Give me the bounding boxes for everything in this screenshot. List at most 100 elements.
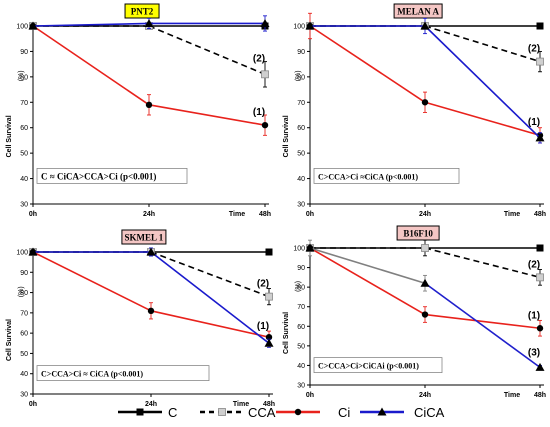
y-tick-label: 40 <box>20 176 28 183</box>
y-tick-label: 50 <box>297 343 305 350</box>
y-axis-label: Cell Survival <box>6 319 13 361</box>
y-axis-label: Cell Survival <box>283 115 290 157</box>
legend-entry-c: C <box>118 405 177 420</box>
series-annotation: (2) <box>528 43 540 54</box>
y-tick-label: 70 <box>297 100 305 107</box>
data-point-cca <box>536 57 544 66</box>
y-axis-unit: (%) <box>18 286 25 297</box>
legend-marker-cica <box>377 407 387 416</box>
stat-box <box>36 365 210 382</box>
data-point-cca <box>536 273 544 282</box>
stat-box <box>36 167 188 184</box>
y-tick-label: 40 <box>297 363 305 370</box>
x-tick-label: 0h <box>306 211 314 218</box>
y-tick-label: 90 <box>297 265 305 272</box>
series-line-ci <box>424 313 541 330</box>
series-cica <box>28 247 274 348</box>
series-line-ci <box>150 310 270 338</box>
y-axis-unit: (%) <box>18 70 25 81</box>
x-time-label: Time <box>229 211 245 218</box>
data-point-cica <box>264 338 274 347</box>
series-annotation: (2) <box>253 54 265 65</box>
data-point-ci <box>421 311 429 318</box>
data-point-ci <box>147 307 155 315</box>
data-point-c <box>536 244 544 252</box>
data-point-cica <box>305 21 315 30</box>
y-tick-label: 80 <box>20 290 28 297</box>
series-line-ci <box>32 251 152 312</box>
legend-entry-cca: CCA <box>200 405 276 420</box>
series-annotation: (1) <box>257 321 269 332</box>
panel-title-box <box>393 3 443 19</box>
series-line-cica <box>32 22 150 27</box>
stat-box <box>313 357 443 374</box>
y-tick-label: 70 <box>20 310 28 317</box>
data-point-cica <box>535 362 545 371</box>
x-tick-label: 0h <box>29 211 37 218</box>
y-tick-label: 90 <box>20 49 28 56</box>
data-point-cca <box>265 292 273 301</box>
panel-title: MELAN A <box>397 7 439 17</box>
data-point-cica <box>420 278 430 287</box>
data-point-c <box>536 22 544 30</box>
y-tick-label: 30 <box>20 202 28 209</box>
stat-box <box>313 167 460 184</box>
y-tick-label: 30 <box>297 202 305 209</box>
x-tick-label: 48h <box>259 211 271 218</box>
x-tick-label: 24h <box>419 392 431 399</box>
y-tick-label: 100 <box>293 24 305 31</box>
data-point-ci <box>261 121 269 129</box>
data-point-cica <box>144 18 154 27</box>
y-tick-label: 90 <box>297 49 305 56</box>
x-tick-label: 48h <box>534 211 546 218</box>
y-tick-label: 50 <box>297 151 305 158</box>
series-line-cca <box>148 25 266 76</box>
x-tick-label: 24h <box>145 401 157 408</box>
legend-marker-cca <box>218 408 226 416</box>
series-annotation: (1) <box>528 310 540 321</box>
panel-title-box <box>124 3 160 19</box>
y-tick-label: 60 <box>297 324 305 331</box>
x-time-label: Time <box>504 211 520 218</box>
data-point-cca <box>421 244 429 252</box>
y-tick-label: 80 <box>297 74 305 81</box>
x-tick-label: 48h <box>534 392 546 399</box>
y-tick-label: 70 <box>20 100 28 107</box>
series-line-cca <box>424 25 541 63</box>
legend-entry-cica: CiCA <box>360 405 445 420</box>
series-line-cica <box>150 251 270 344</box>
legend: C CCA Ci CiCA <box>118 405 445 420</box>
chart-panel-1: 30 40 50 60 70 80 90 100 Cell Survival (%) 0h 24h 48… <box>6 3 271 218</box>
series-line-cca <box>424 247 541 279</box>
chart-panel-2: 30 40 50 60 70 80 90 100 Cell Survival (%) 0h 24h 48… <box>283 3 546 218</box>
series-annotation: (2) <box>528 260 540 271</box>
series-annotation: (3) <box>528 348 540 359</box>
y-axis-unit: (%) <box>295 281 302 292</box>
y-tick-label: 60 <box>297 125 305 132</box>
series-line-cica <box>424 282 541 369</box>
data-point-cica <box>146 247 156 256</box>
y-tick-label: 60 <box>20 125 28 132</box>
series-line-ci <box>32 25 150 106</box>
x-time-label: Time <box>504 392 520 399</box>
stat-text: C>CCA>Ci>CiCAi (p<0.001) <box>318 362 419 371</box>
series-cca <box>29 248 273 306</box>
y-tick-label: 100 <box>293 246 305 253</box>
legend-label: CiCA <box>414 405 445 420</box>
y-tick-label: 50 <box>20 351 28 358</box>
series-ci <box>29 248 273 344</box>
series-ci <box>29 22 269 136</box>
stat-text: C>CCA>Ci ≈CiCA (p<0.001) <box>318 172 418 181</box>
data-point-cica <box>28 21 38 30</box>
legend-label: C <box>168 405 177 420</box>
stat-text: C ≈ CiCA>CCA>Ci (p<0.001) <box>41 171 156 181</box>
x-tick-label: 24h <box>143 211 155 218</box>
x-tick-label: 0h <box>306 392 314 399</box>
data-point-cca <box>261 70 269 79</box>
x-tick-label: 24h <box>419 211 431 218</box>
y-tick-label: 100 <box>16 250 28 257</box>
x-time-label: Time <box>233 401 249 408</box>
y-tick-label: 80 <box>20 74 28 81</box>
chart-panel-4: 30 40 50 60 70 80 90 100 Cell Survival (%) 0h 24h 48… <box>283 225 546 399</box>
